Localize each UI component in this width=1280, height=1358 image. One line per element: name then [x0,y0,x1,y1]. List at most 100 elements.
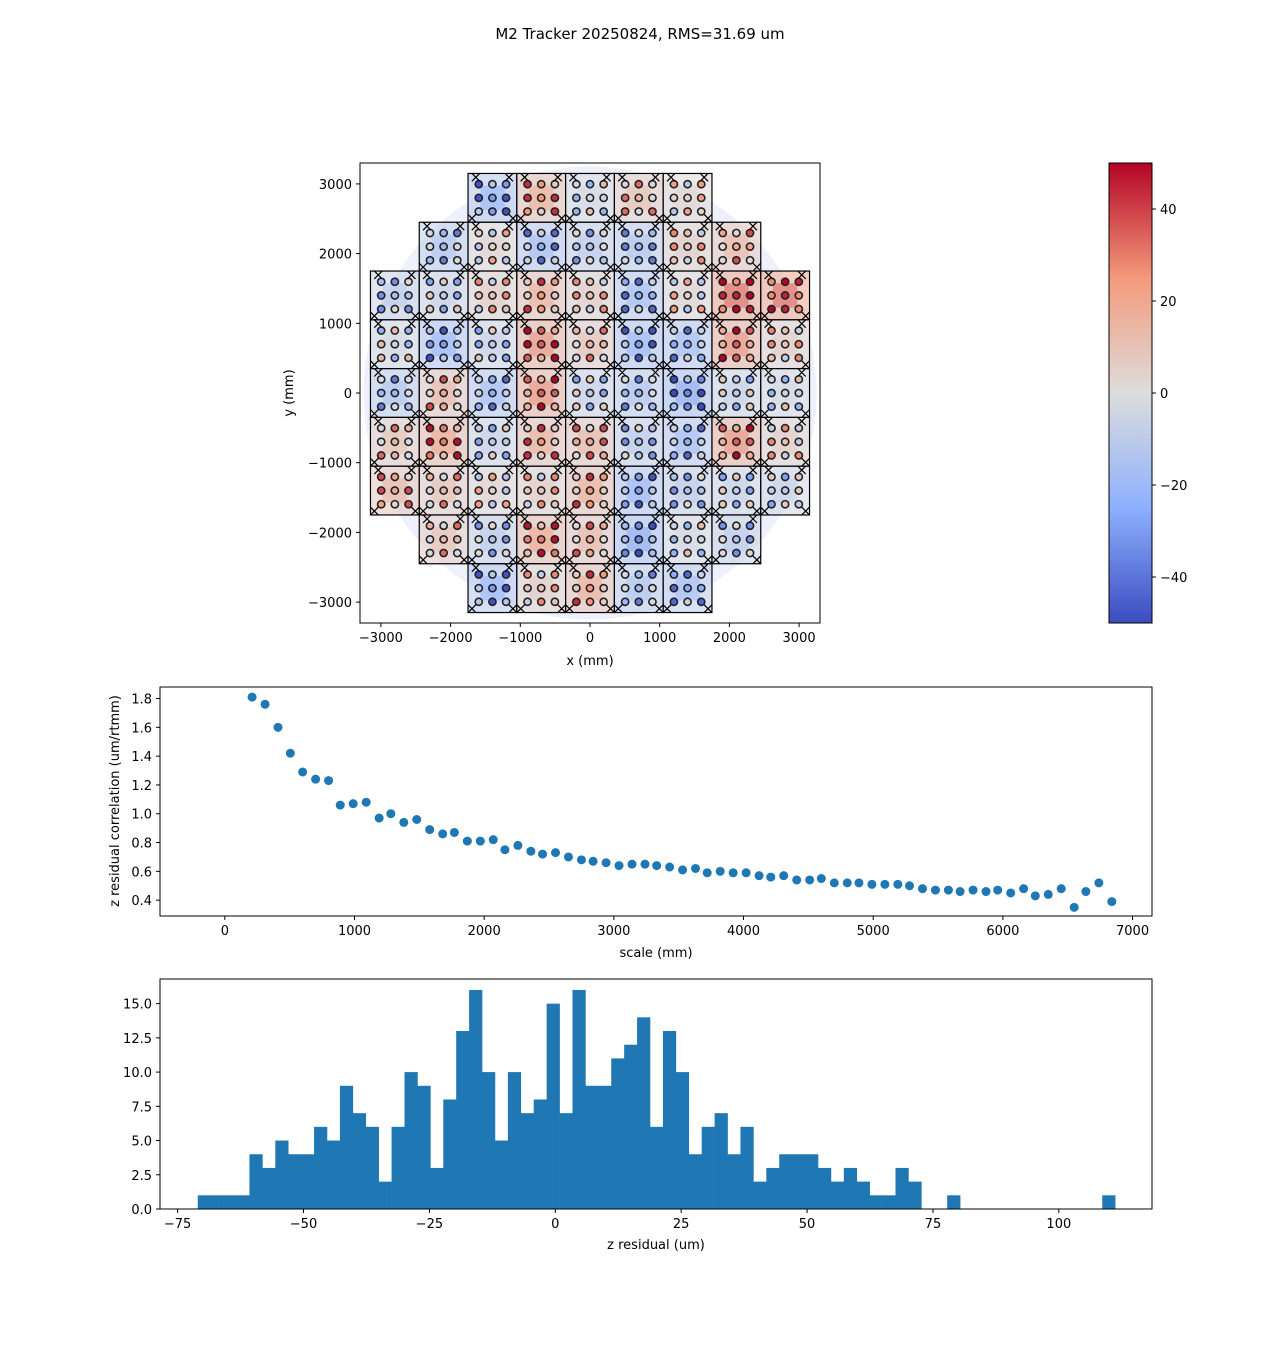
actuator-marker [620,255,630,265]
actuator-marker [731,388,741,398]
support-marker [662,555,672,565]
actuator-marker [376,353,386,363]
support-marker [760,311,770,321]
support-marker [650,514,660,524]
support-marker [801,506,811,516]
support-marker [699,319,709,329]
scatter-point [968,885,978,895]
support-marker [410,409,420,418]
actuator-marker [536,353,546,363]
segment [369,416,420,467]
scatter-point [829,878,839,888]
x-tick-label: 0 [221,924,229,939]
actuator-marker [696,193,706,203]
actuator-marker [669,353,679,363]
actuator-marker [731,486,741,495]
support-marker [606,457,615,467]
segment [565,416,615,467]
actuator-marker [620,597,630,607]
actuator-marker [501,570,511,579]
x-tick-label: 5000 [857,924,890,939]
segment-outline [760,465,811,516]
actuator-marker [745,353,755,363]
actuator-marker [488,388,497,398]
actuator-marker [452,304,462,314]
y-tick-label: 2000 [319,248,352,263]
scatter-point [551,848,561,858]
actuator-marker [634,570,644,579]
segment [662,563,713,614]
actuator-marker [571,437,581,447]
support-marker [699,172,709,182]
actuator-marker [439,486,449,495]
x-tick-label: 75 [925,1217,942,1232]
actuator-marker [488,423,497,433]
segment [662,514,713,565]
actuator-marker [634,179,644,189]
support-marker [369,311,379,321]
actuator-marker [474,374,484,384]
actuator-marker [536,277,546,287]
actuator-marker [501,597,511,607]
support-marker [617,221,627,231]
segment [516,319,567,370]
histogram-bar [585,1085,599,1209]
actuator-marker [745,242,755,252]
support-marker [617,465,627,475]
segment [369,465,420,516]
segment [418,221,469,272]
actuator-marker [767,423,776,433]
histogram-bar [908,1181,922,1209]
histogram-bar [869,1195,883,1209]
support-marker [455,416,465,426]
actuator-marker [696,277,706,287]
actuator-marker [571,451,581,460]
support-marker [617,270,627,280]
actuator-marker [571,521,581,531]
histogram-bar [301,1154,315,1209]
actuator-marker [439,339,449,349]
actuator-marker [620,521,630,531]
y-tick-label: 1.2 [131,779,152,794]
actuator-marker [696,179,706,189]
support-marker [459,506,469,516]
actuator-marker [550,277,560,287]
actuator-marker [501,374,511,384]
actuator-marker [683,472,692,482]
support-marker [801,360,811,370]
actuator-marker [669,486,679,495]
actuator-marker [599,472,609,482]
actuator-marker [376,451,386,460]
scatter-point [691,863,701,873]
actuator-marker [585,548,595,558]
actuator-marker [669,597,679,607]
actuator-marker [571,597,581,607]
actuator-marker [599,388,609,398]
histogram-bar [262,1167,276,1209]
scatter-points [247,692,1117,912]
support-marker [422,416,432,426]
actuator-marker [452,277,462,287]
actuator-marker [571,402,581,412]
actuator-marker [620,472,630,482]
scatter-point [425,825,435,835]
actuator-marker [390,291,400,300]
actuator-marker [550,597,560,607]
actuator-marker [536,193,546,203]
scatter-point [285,748,295,758]
support-marker [504,465,514,475]
actuator-marker [390,339,400,349]
actuator-marker [571,534,581,544]
support-marker [606,213,615,223]
segment [760,319,811,370]
histogram-bar [650,1126,664,1209]
actuator-marker [683,255,692,265]
scatter-point [614,861,624,871]
actuator-marker [390,486,400,495]
support-marker [606,409,615,418]
actuator-marker [550,339,560,349]
actuator-marker [571,570,581,579]
actuator-marker [439,451,449,460]
support-marker [557,311,567,321]
support-marker [613,311,623,321]
